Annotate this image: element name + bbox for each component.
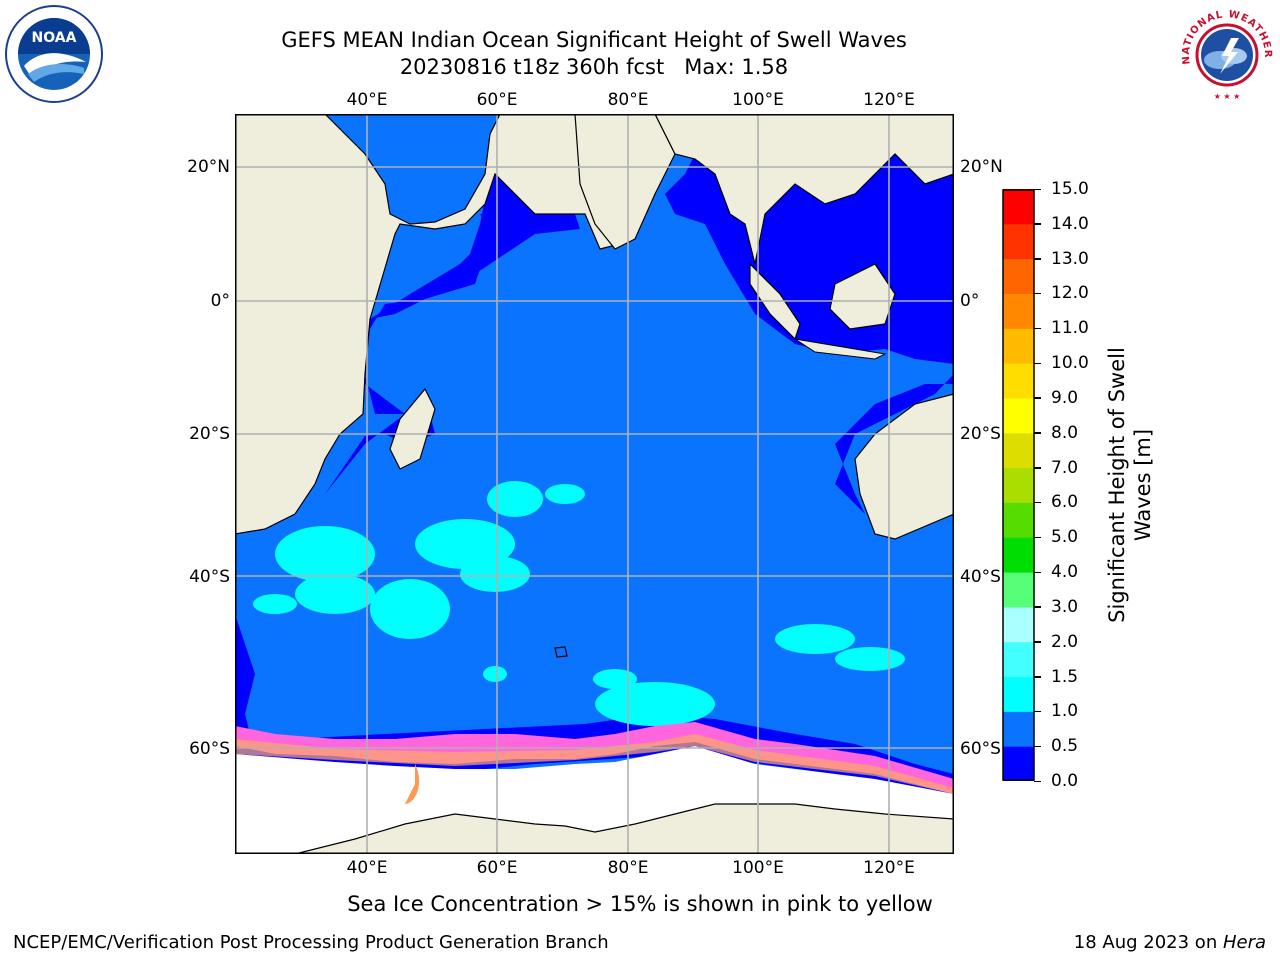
colorbar-tick-label: 8.0 — [1051, 422, 1079, 443]
colorbar-tick-mark — [1034, 362, 1041, 365]
colorbar-tick-mark — [1034, 397, 1041, 399]
colorbar-swatch — [1003, 641, 1034, 678]
colorbar-tick-mark — [1034, 501, 1041, 504]
colorbar-swatch — [1003, 397, 1034, 434]
graticule — [235, 114, 954, 854]
sea-ice-note: Sea Ice Concentration > 15% is shown in … — [347, 892, 933, 916]
colorbar-tick-label: 9.0 — [1051, 387, 1079, 408]
lon-tick-bottom-80e: 80°E — [607, 858, 649, 878]
colorbar-swatch — [1003, 293, 1034, 329]
noaa-logo-text: NOAA — [32, 30, 77, 46]
wave-height-map — [235, 114, 954, 854]
colorbar-tick-label: 5.0 — [1051, 527, 1079, 548]
map-subtitle: 20230816 t18z 360h fcst Max: 1.58 — [399, 55, 789, 79]
colorbar-swatch — [1003, 711, 1034, 747]
colorbar-swatch — [1003, 363, 1034, 399]
lon-tick-bottom-100e: 100°E — [732, 858, 784, 878]
lon-tick-top-40e: 40°E — [346, 90, 388, 110]
colorbar-tick-mark — [1034, 676, 1041, 678]
land-australia — [854, 393, 954, 540]
colorbar-tick-label: 0.5 — [1051, 736, 1079, 757]
colorbar-tick-label: 3.0 — [1051, 596, 1079, 617]
lon-tick-bottom-40e: 40°E — [346, 858, 388, 878]
colorbar-tick-label: 11.0 — [1051, 318, 1089, 339]
noaa-logo: NOAA — [4, 4, 104, 104]
colorbar — [1002, 189, 1035, 781]
footer-date-text: 18 Aug 2023 on — [1073, 932, 1223, 953]
colorbar-tick-label: 15.0 — [1051, 179, 1089, 199]
colorbar-tick-mark — [1034, 327, 1041, 330]
footer-date: 18 Aug 2023 on Hera — [1074, 932, 1266, 954]
footer-branch: NCEP/EMC/Verification Post Processing Pr… — [13, 932, 609, 953]
colorbar-swatch — [1003, 223, 1034, 260]
land-java — [794, 338, 887, 360]
colorbar-tick-label: 1.0 — [1051, 701, 1079, 722]
colorbar-tick-mark — [1034, 780, 1041, 782]
lat-tick-right-40s: 40°S — [960, 567, 1001, 587]
colorbar-tick-label: 7.0 — [1051, 457, 1079, 478]
colorbar-swatch — [1003, 328, 1034, 364]
lon-tick-top-120e: 120°E — [863, 90, 915, 110]
lon-tick-top-60e: 60°E — [476, 90, 518, 110]
lat-tick-left-0: 0° — [210, 291, 230, 311]
colorbar-tick-mark — [1034, 745, 1041, 748]
colorbar-tick-mark — [1034, 710, 1041, 713]
colorbar-swatch — [1003, 258, 1034, 294]
colorbar-tick-label: 0.0 — [1051, 771, 1079, 791]
colorbar-swatch — [1003, 572, 1034, 608]
land-africa — [235, 114, 621, 535]
nws-logo: NATIONAL WEATHER SERVICE ★ ★ ★ — [1172, 0, 1278, 106]
colorbar-tick-mark — [1034, 467, 1041, 469]
colorbar-tick-label: 13.0 — [1051, 248, 1089, 269]
lat-tick-left-20s: 20°S — [189, 424, 230, 444]
lat-tick-right-20s: 20°S — [960, 424, 1001, 444]
colorbar-tick-label: 1.5 — [1051, 666, 1079, 687]
colorbar-swatch — [1003, 189, 1034, 225]
moderate-swell-patches — [253, 481, 905, 726]
lon-tick-top-100e: 100°E — [732, 90, 784, 110]
land-antarctica — [294, 803, 954, 854]
colorbar-label-text: Significant Height of Swell Waves [m] — [1105, 347, 1155, 623]
lat-tick-right-0: 0° — [960, 291, 980, 311]
map-title: GEFS MEAN Indian Ocean Significant Heigh… — [281, 28, 907, 52]
colorbar-tick-label: 2.0 — [1051, 631, 1079, 652]
lat-tick-left-60s: 60°S — [189, 739, 230, 759]
colorbar-tick-label: 14.0 — [1051, 213, 1089, 234]
colorbar-swatch — [1003, 467, 1034, 503]
lat-tick-right-60s: 60°S — [960, 739, 1001, 759]
lon-tick-top-80e: 80°E — [607, 90, 649, 110]
lon-tick-bottom-60e: 60°E — [476, 858, 518, 878]
colorbar-tick-label: 10.0 — [1051, 353, 1089, 374]
colorbar-swatch — [1003, 502, 1034, 538]
colorbar-swatch — [1003, 606, 1034, 643]
colorbar-tick-label: 6.0 — [1051, 492, 1079, 513]
map-frame — [235, 114, 954, 854]
lat-tick-left-40s: 40°S — [189, 567, 230, 587]
colorbar-tick-mark — [1034, 606, 1041, 608]
colorbar-swatch — [1003, 537, 1034, 573]
colorbar-tick-mark — [1034, 223, 1041, 225]
svg-text:★ ★ ★: ★ ★ ★ — [1214, 92, 1241, 101]
land-borneo — [829, 263, 896, 330]
colorbar-tick-mark — [1034, 432, 1041, 434]
lon-tick-bottom-120e: 120°E — [863, 858, 915, 878]
colorbar-tick-label: 12.0 — [1051, 283, 1089, 304]
colorbar-swatch — [1003, 746, 1034, 781]
lat-tick-right-20n: 20°N — [960, 157, 1003, 177]
island-kerguelen — [554, 646, 568, 658]
colorbar-swatch — [1003, 676, 1034, 712]
colorbar-tick-mark — [1034, 536, 1041, 539]
colorbar-swatch — [1003, 432, 1034, 469]
colorbar-tick-mark — [1034, 571, 1041, 574]
colorbar-tick-mark — [1034, 258, 1041, 260]
land-madagascar — [389, 387, 436, 470]
sea-ice-band — [235, 722, 954, 794]
colorbar-tick-label: 4.0 — [1051, 562, 1079, 583]
colorbar-tick-mark — [1034, 188, 1041, 190]
footer-host: Hera — [1222, 932, 1266, 953]
lat-tick-left-20n: 20°N — [187, 157, 230, 177]
colorbar-tick-mark — [1034, 292, 1041, 295]
colorbar-tick-mark — [1034, 641, 1041, 643]
